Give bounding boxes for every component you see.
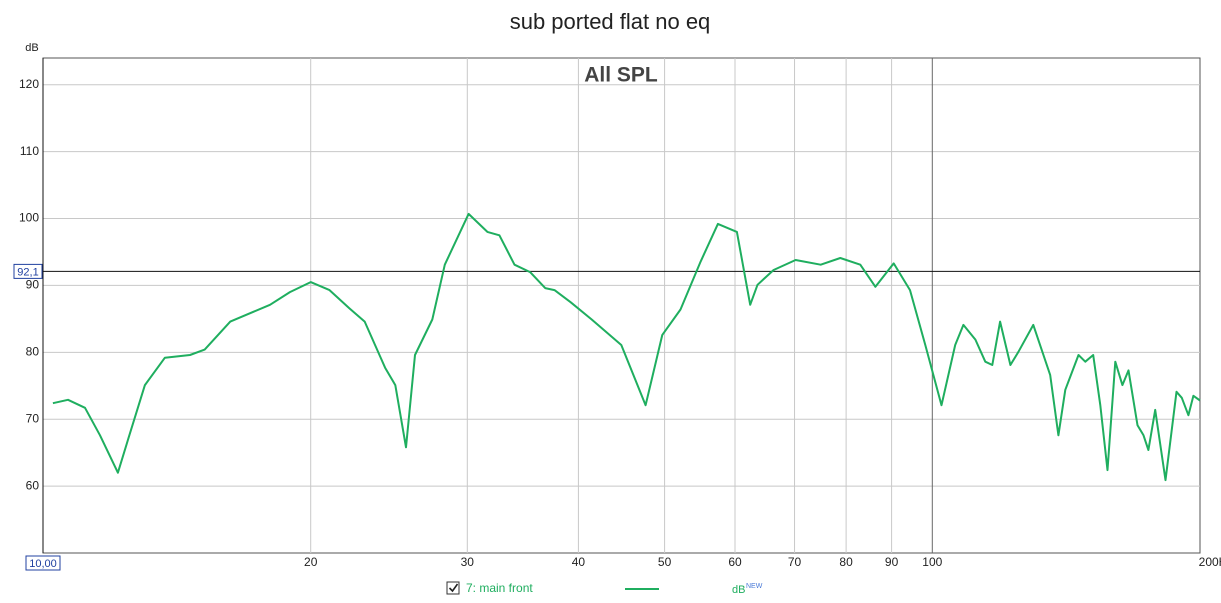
x-tick-label: 40	[572, 555, 586, 569]
x-tick-label: 100	[922, 555, 942, 569]
x-tick-label: 200Hz	[1199, 555, 1221, 569]
y-tick-label: 110	[20, 144, 39, 158]
x-cursor-box	[25, 555, 61, 571]
y-tick-label: 90	[26, 278, 40, 292]
x-tick-label: 70	[788, 555, 802, 569]
legend-label: 7: main front	[466, 581, 533, 595]
x-tick-label: 90	[885, 555, 899, 569]
x-tick-label: 60	[728, 555, 742, 569]
x-tick-label: 30	[461, 555, 475, 569]
x-tick-label: 20	[304, 555, 318, 569]
y-cursor-label: 92,1	[17, 266, 38, 278]
x-tick-label: 50	[658, 555, 672, 569]
y-tick-label: 100	[19, 211, 39, 225]
y-axis-label: dB	[25, 42, 38, 54]
y-tick-label: 60	[26, 478, 40, 492]
y-tick-label: 120	[19, 77, 39, 91]
chart-title: sub ported flat no eq	[510, 9, 711, 34]
plot-area	[42, 57, 1201, 554]
series-line	[52, 212, 1201, 482]
y-tick-label: 70	[26, 411, 40, 425]
y-tick-label: 80	[26, 344, 40, 358]
legend-unit: dB	[732, 584, 745, 596]
legend-unit-tag: NEW	[746, 583, 763, 590]
y-cursor-box	[13, 263, 43, 279]
x-cursor-label: 10,00	[29, 558, 57, 570]
x-tick-label: 80	[839, 555, 853, 569]
check-mark	[448, 583, 459, 593]
plot-title: All SPL	[584, 64, 658, 87]
